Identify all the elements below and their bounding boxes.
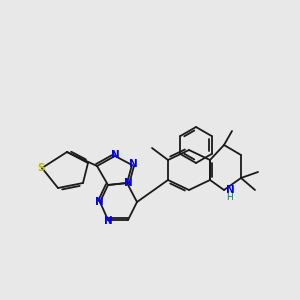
Text: S: S (37, 163, 45, 173)
Text: N: N (226, 185, 235, 195)
Text: N: N (124, 178, 132, 188)
Text: N: N (103, 216, 112, 226)
Text: N: N (94, 197, 103, 207)
Text: N: N (129, 159, 137, 169)
Text: H: H (226, 193, 233, 202)
Text: N: N (111, 150, 119, 160)
